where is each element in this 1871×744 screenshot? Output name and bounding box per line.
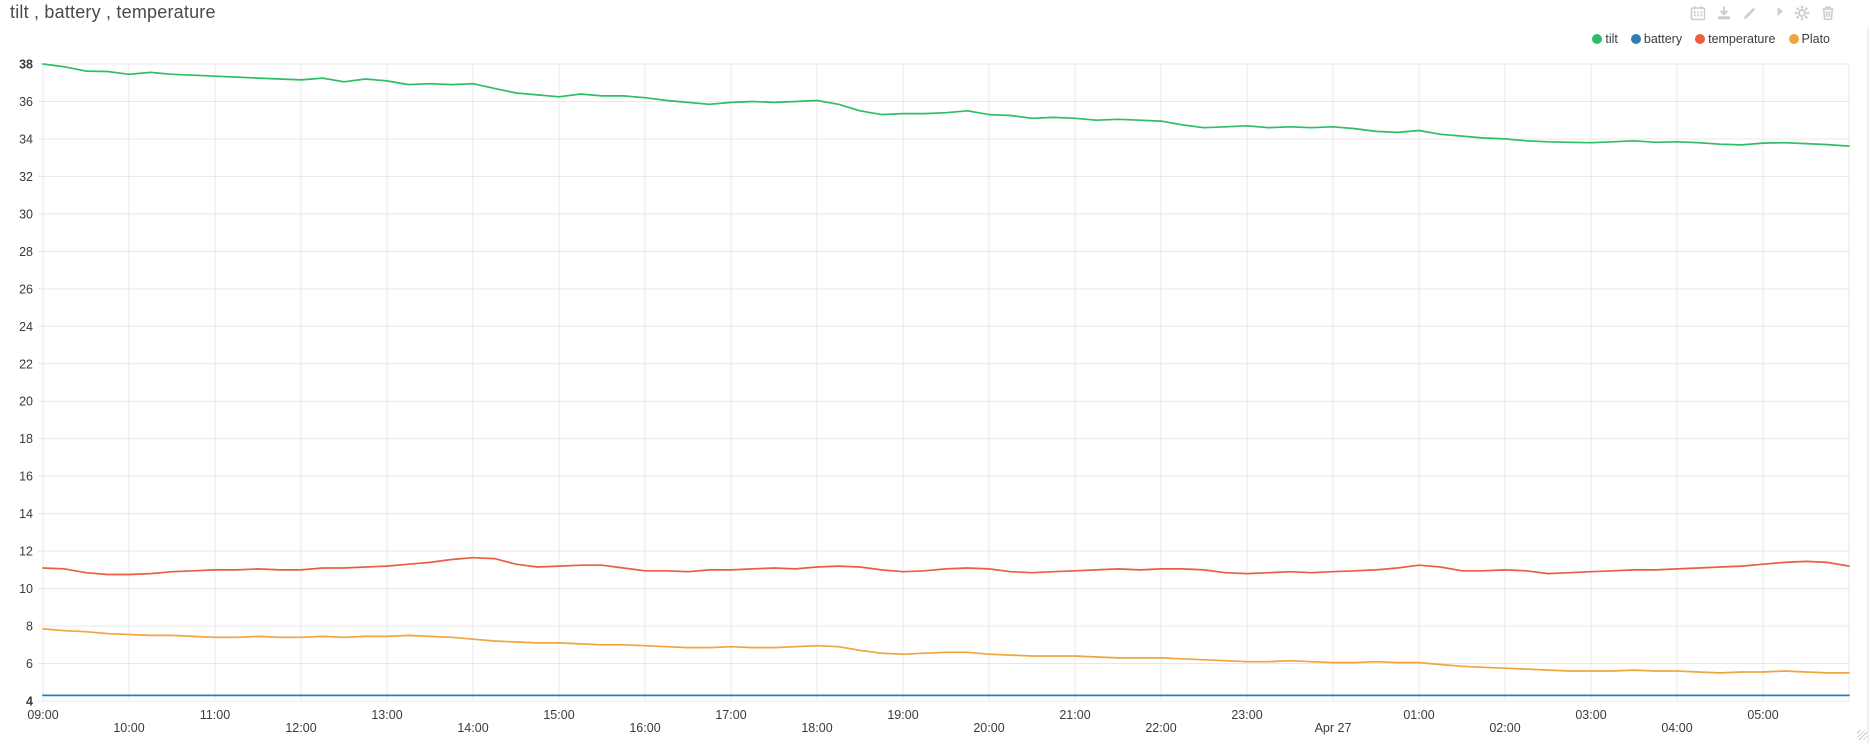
legend-dot-tilt <box>1592 34 1603 44</box>
settings-button[interactable] <box>1793 4 1811 22</box>
y-tick-label: 32 <box>19 170 33 184</box>
x-tick-label: 02:00 <box>1489 721 1520 735</box>
y-tick-label: 18 <box>19 432 33 446</box>
x-tick-label: 15:00 <box>543 708 574 722</box>
legend-item-temperature[interactable]: temperature <box>1695 32 1776 46</box>
y-tick-label: 4 <box>26 695 33 709</box>
x-tick-label: 11:00 <box>200 708 230 722</box>
y-tick-label: 28 <box>19 245 33 259</box>
series-line-temperature <box>42 556 1850 576</box>
x-tick-label: 23:00 <box>1231 708 1262 722</box>
x-tick-label: 13:00 <box>371 708 402 722</box>
y-tick-label: 14 <box>19 507 33 521</box>
x-tick-label: 17:00 <box>715 708 746 722</box>
x-tick-label: 12:00 <box>285 721 316 735</box>
legend-label: temperature <box>1708 32 1776 46</box>
y-tick-label: 26 <box>19 282 33 296</box>
calendar-button[interactable] <box>1689 4 1707 22</box>
x-tick-label: 21:00 <box>1059 708 1090 722</box>
x-tick-label: 10:00 <box>113 721 144 735</box>
y-tick-label: 22 <box>19 357 33 371</box>
edit-button[interactable] <box>1741 4 1759 22</box>
trash-icon <box>1822 6 1834 20</box>
legend-label: battery <box>1643 32 1683 46</box>
x-tick-label: 19:00 <box>887 708 918 722</box>
download-icon <box>1718 6 1730 20</box>
y-tick-label: 24 <box>19 320 33 334</box>
y-tick-label: 36 <box>19 95 33 109</box>
legend: tilt battery temperature Plato <box>1592 32 1830 46</box>
trash-button[interactable] <box>1819 4 1837 22</box>
legend-item-tilt[interactable]: tilt <box>1592 32 1618 46</box>
settings-icon <box>1794 5 1810 21</box>
scrollbar-track[interactable] <box>1867 28 1869 744</box>
panel-toolbar <box>1689 4 1837 22</box>
calendar-icon <box>1690 6 1706 21</box>
y-tick-label: 30 <box>19 207 33 221</box>
x-tick-label: Apr 27 <box>1315 721 1352 735</box>
resize-handle[interactable] <box>1857 730 1867 740</box>
legend-item-battery[interactable]: battery <box>1630 32 1683 46</box>
download-button[interactable] <box>1715 4 1733 22</box>
legend-dot-temperature <box>1695 34 1706 44</box>
x-tick-label: 09:00 <box>27 708 58 722</box>
edit-icon <box>1744 7 1756 20</box>
x-tick-label: 04:00 <box>1661 721 1692 735</box>
legend-dot-battery <box>1630 34 1641 44</box>
y-tick-label: 16 <box>19 470 33 484</box>
share-icon <box>1777 7 1783 16</box>
x-tick-label: 20:00 <box>973 721 1004 735</box>
x-tick-label: 22:00 <box>1145 721 1176 735</box>
series-line-plato <box>42 628 1850 674</box>
y-tick-label: 6 <box>26 657 33 671</box>
x-tick-label: 16:00 <box>629 721 660 735</box>
series-line-tilt <box>42 63 1850 147</box>
legend-label: Plato <box>1801 32 1831 46</box>
panel-title: tilt , battery , temperature <box>10 2 216 22</box>
x-tick-label: 01:00 <box>1403 708 1434 722</box>
legend-item-plato[interactable]: Plato <box>1788 32 1831 46</box>
x-tick-label: 14:00 <box>457 721 488 735</box>
x-tick-label: 05:00 <box>1747 708 1778 722</box>
x-tick-label: 18:00 <box>801 721 832 735</box>
legend-label: tilt <box>1605 32 1618 46</box>
y-tick-label: 12 <box>19 545 33 559</box>
y-tick-label: 38 <box>19 58 33 72</box>
y-tick-label: 10 <box>19 582 33 596</box>
share-button[interactable] <box>1767 4 1785 22</box>
y-tick-label: 8 <box>26 620 33 634</box>
y-tick-label: 20 <box>19 395 33 409</box>
y-tick-label: 34 <box>19 132 33 146</box>
x-tick-label: 03:00 <box>1575 708 1606 722</box>
legend-dot-plato <box>1788 34 1799 44</box>
